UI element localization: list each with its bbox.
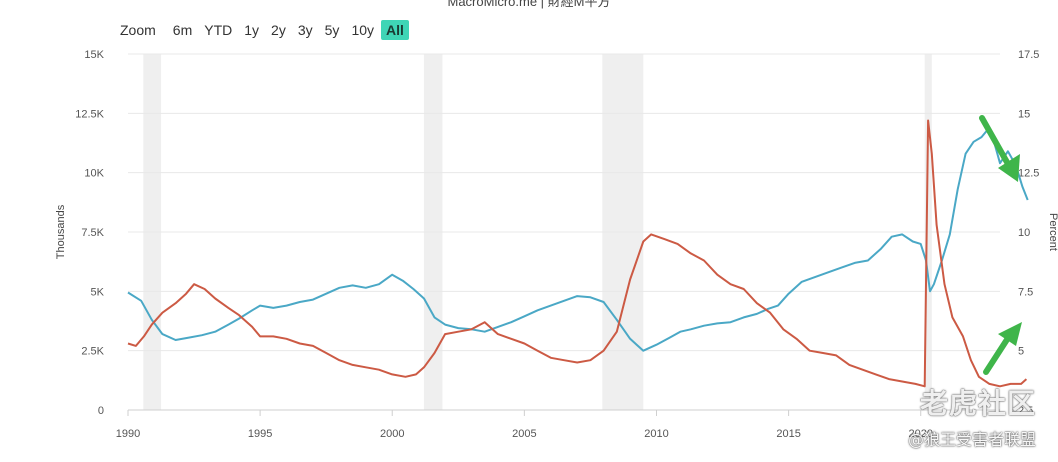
left-axis-title: Thousands <box>55 204 67 259</box>
left-tick-label: 0 <box>98 405 104 417</box>
left-tick-label: 2.5K <box>81 346 104 358</box>
down-arrow-shaft <box>979 115 1011 167</box>
right-tick-label: 10 <box>1018 227 1030 239</box>
up-arrow-head <box>998 322 1022 346</box>
left-tick-label: 5K <box>91 286 105 298</box>
grid-lines <box>128 53 1000 411</box>
x-tick-label: 2015 <box>776 428 800 440</box>
down-arrow-head <box>998 154 1020 182</box>
zoom-2y-button[interactable]: 2y <box>271 22 286 38</box>
x-tick-label: 2005 <box>512 428 536 440</box>
chart-source-title: MacroMicro.me | 財經M平方 <box>447 0 611 9</box>
series-lines <box>127 119 1029 388</box>
up-arrow-shaft <box>983 335 1011 375</box>
annotation-arrows <box>979 115 1022 375</box>
left-tick-label: 15K <box>84 49 104 61</box>
zoom-5y-button[interactable]: 5y <box>324 22 340 38</box>
x-tick-label: 2000 <box>380 428 404 440</box>
right-axis-series-line <box>127 119 1028 388</box>
zoom-all-button[interactable]: All <box>381 20 409 40</box>
left-axis-series-line <box>127 126 1029 352</box>
left-tick-label: 10K <box>84 168 104 180</box>
zoom-1y-button[interactable]: 1y <box>244 22 260 38</box>
range-selector: Zoom 6m YTD 1y 2y 3y 5y 10y All <box>120 20 411 40</box>
left-tick-label: 7.5K <box>81 227 104 239</box>
watermark-logo: 老虎社区 <box>919 387 1036 420</box>
right-tick-label: 2.5 <box>1018 405 1033 417</box>
right-axis-title: Percent <box>1047 213 1058 251</box>
zoom-label: Zoom <box>120 22 156 38</box>
zoom-ytd-button[interactable]: YTD <box>204 22 233 38</box>
x-tick-label: 2020 <box>908 428 932 440</box>
left-tick-label: 12.5K <box>75 108 104 120</box>
zoom-6m-button[interactable]: 6m <box>172 22 193 38</box>
x-tick-label: 1990 <box>116 428 140 440</box>
watermark-user: @狼王受害者联盟 <box>907 430 1036 449</box>
axes: 0 2.5 2.5K 5 5K 7.5 7.5K 10 10K 12.5 12.5K 15 15K 17.… <box>75 49 1039 440</box>
x-tick-label: 1995 <box>248 428 272 440</box>
right-tick-label: 5 <box>1018 346 1024 358</box>
x-tick-label: 2010 <box>644 428 668 440</box>
right-tick-label: 15 <box>1018 108 1030 120</box>
right-tick-label: 7.5 <box>1018 286 1033 298</box>
zoom-10y-button[interactable]: 10y <box>351 22 375 38</box>
zoom-3y-button[interactable]: 3y <box>297 22 313 38</box>
right-tick-label: 17.5 <box>1018 49 1039 61</box>
right-tick-label: 12.5 <box>1018 168 1039 180</box>
